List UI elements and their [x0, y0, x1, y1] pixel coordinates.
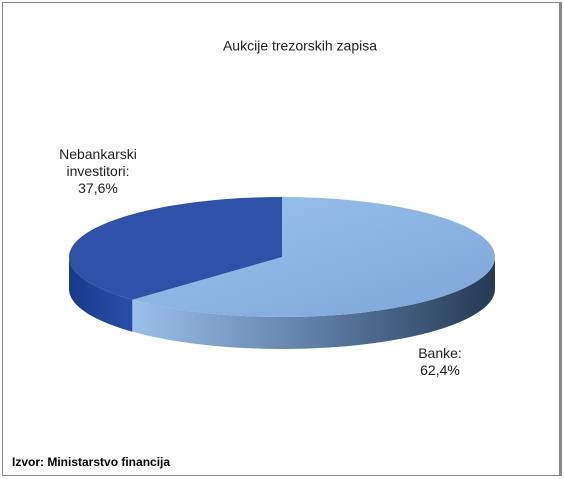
data-label: Nebankarski investitori: 37,6%: [33, 146, 163, 197]
category-label: Nebankarski investitori:: [59, 146, 137, 179]
pie-slice: [132, 197, 495, 317]
chart-title: Aukcije trezorskih zapisa: [223, 38, 377, 54]
source-note: Izvor: Ministarstvo financija: [12, 455, 171, 469]
value-label: 37,6%: [78, 180, 118, 196]
data-label: Banke: 62,4%: [375, 345, 505, 379]
pie-side: [69, 257, 133, 332]
category-label: Banke:: [418, 345, 462, 361]
pie-slice: [69, 197, 282, 300]
value-label: 62,4%: [420, 362, 460, 378]
pie-side: [132, 257, 495, 349]
